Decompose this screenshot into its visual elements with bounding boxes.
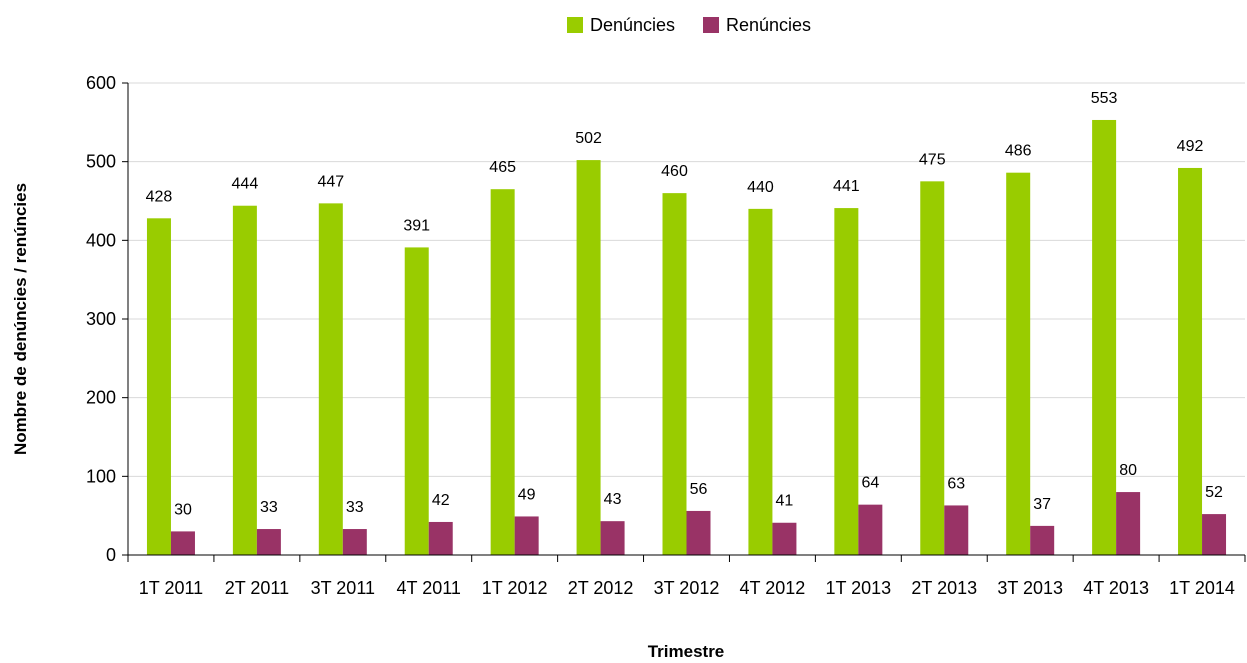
x-tick-label: 2T 2012: [568, 578, 634, 598]
data-label: 440: [747, 179, 774, 196]
y-tick-label: 100: [86, 466, 116, 486]
bar-denuncies: [920, 181, 945, 556]
bar-renuncies: [170, 531, 195, 555]
bar-renuncies: [600, 521, 625, 555]
x-tick-label: 3T 2013: [997, 578, 1063, 598]
data-label: 49: [518, 486, 536, 503]
x-axis-title: Trimestre: [648, 642, 725, 661]
data-label: 41: [776, 493, 794, 510]
y-tick-label: 300: [86, 309, 116, 329]
bar-denuncies: [404, 247, 429, 555]
data-label: 428: [146, 188, 173, 205]
x-tick-label: 1T 2013: [825, 578, 891, 598]
data-label: 502: [575, 130, 602, 147]
bar-denuncies: [146, 218, 171, 555]
legend: Denúncies Renúncies: [567, 15, 811, 35]
x-tick-label: 4T 2013: [1083, 578, 1149, 598]
bar-renuncies: [1202, 514, 1227, 555]
data-labels: 428 444 447 391 465 502 460 440 441 475 486 553 492 3…: [146, 90, 1223, 518]
bar-renuncies: [428, 521, 453, 555]
data-label: 43: [604, 491, 622, 508]
y-tick-label: 200: [86, 388, 116, 408]
bar-renuncies: [256, 529, 281, 555]
bar-renuncies: [514, 516, 539, 555]
bar-denuncies: [1006, 172, 1031, 555]
bar-denuncies: [1092, 119, 1117, 556]
x-tick-label: 4T 2011: [397, 578, 461, 598]
bar-denuncies: [834, 208, 859, 555]
x-tick-label: 4T 2012: [740, 578, 806, 598]
data-label: 486: [1005, 143, 1032, 160]
bar-denuncies: [232, 205, 257, 555]
bar-renuncies: [858, 504, 883, 555]
data-label: 475: [919, 151, 946, 168]
bar-denuncies: [748, 208, 773, 555]
y-axis-title: Nombre de denúncies / renúncies: [11, 183, 30, 455]
y-tick-label: 600: [86, 73, 116, 93]
bar-denuncies: [662, 193, 687, 555]
data-label: 37: [1033, 496, 1051, 513]
bar-denuncies: [576, 160, 601, 556]
legend-label: Denúncies: [590, 15, 675, 35]
bar-renuncies: [772, 522, 797, 555]
x-tick-label: 2T 2011: [225, 578, 289, 598]
data-label: 64: [861, 475, 879, 492]
data-label: 553: [1091, 90, 1118, 107]
x-tick-label: 2T 2013: [911, 578, 977, 598]
x-tick-label: 1T 2014: [1169, 578, 1235, 598]
x-tick-label: 3T 2012: [654, 578, 720, 598]
bar-renuncies: [686, 510, 711, 555]
data-label: 56: [690, 481, 708, 498]
bar-renuncies: [1030, 525, 1055, 555]
bar-denuncies: [1178, 167, 1203, 555]
y-tick-label: 0: [106, 545, 116, 565]
axes: 0 100 200 300 400 500 600 1T 2011 2T 2011 3T 2011…: [86, 73, 1246, 598]
data-label: 52: [1205, 484, 1223, 501]
y-tick-label: 400: [86, 230, 116, 250]
bar-renuncies: [342, 529, 367, 555]
x-tick-label: 3T 2011: [311, 578, 375, 598]
data-label: 460: [661, 163, 688, 180]
bar-renuncies: [944, 505, 969, 555]
x-tick-label: 1T 2012: [482, 578, 548, 598]
data-label: 391: [403, 217, 430, 234]
data-label: 30: [174, 501, 192, 518]
data-label: 80: [1119, 462, 1137, 479]
bars: [146, 119, 1227, 556]
data-label: 441: [833, 178, 860, 195]
legend-swatch: [567, 17, 583, 33]
data-label: 33: [346, 499, 364, 516]
legend-label: Renúncies: [726, 15, 811, 35]
legend-swatch: [703, 17, 719, 33]
bar-denuncies: [490, 189, 515, 555]
x-tick-label: 1T 2011: [139, 578, 203, 598]
data-label: 447: [317, 173, 344, 190]
data-label: 444: [232, 176, 259, 193]
bar-denuncies: [318, 203, 343, 556]
y-tick-label: 500: [86, 152, 116, 172]
data-label: 42: [432, 492, 450, 509]
data-label: 465: [489, 159, 516, 176]
bar-renuncies: [1116, 492, 1141, 555]
data-label: 33: [260, 499, 278, 516]
data-label: 492: [1177, 138, 1204, 155]
data-label: 63: [947, 475, 965, 492]
